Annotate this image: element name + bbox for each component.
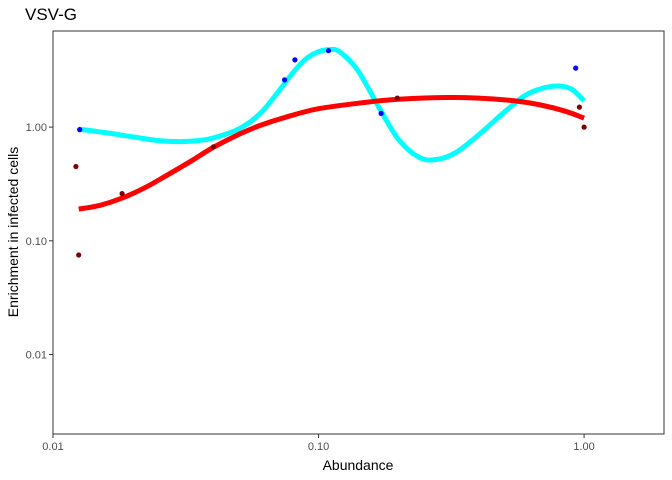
y-axis: 0.01 0.10 1.00 — [26, 122, 53, 362]
y-axis-title: Enrichment in infected cells — [5, 147, 21, 317]
plot-panel — [52, 30, 665, 435]
x-tick-label-0: 0.01 — [42, 441, 63, 453]
data-points — [73, 48, 587, 258]
data-point-s0-4 — [378, 110, 384, 116]
data-point-s0-2 — [292, 57, 298, 63]
chart-title: VSV-G — [25, 5, 77, 24]
x-axis: 0.01 0.10 1.00 — [42, 434, 595, 453]
data-point-s0-5 — [573, 65, 579, 71]
data-point-s1-5 — [576, 104, 583, 110]
data-point-s0-0 — [77, 127, 83, 133]
smooth-lines — [78, 46, 586, 212]
y-tick-label-1: 0.10 — [26, 236, 47, 248]
data-point-s1-0 — [73, 163, 79, 170]
data-point-s0-1 — [282, 77, 288, 83]
data-point-s1-1 — [76, 252, 82, 258]
data-point-s1-4 — [394, 95, 400, 101]
y-tick-label-0: 0.01 — [26, 350, 47, 362]
data-point-s1-3 — [210, 144, 216, 150]
data-point-s1-6 — [581, 124, 587, 130]
smooth-line-1 — [78, 94, 585, 212]
x-tick-label-1: 0.10 — [308, 441, 329, 453]
x-axis-title: Abundance — [323, 457, 394, 473]
data-point-s0-3 — [325, 48, 332, 54]
x-tick-label-2: 1.00 — [573, 441, 594, 453]
data-point-s1-2 — [119, 191, 125, 197]
y-tick-label-2: 1.00 — [26, 122, 47, 134]
